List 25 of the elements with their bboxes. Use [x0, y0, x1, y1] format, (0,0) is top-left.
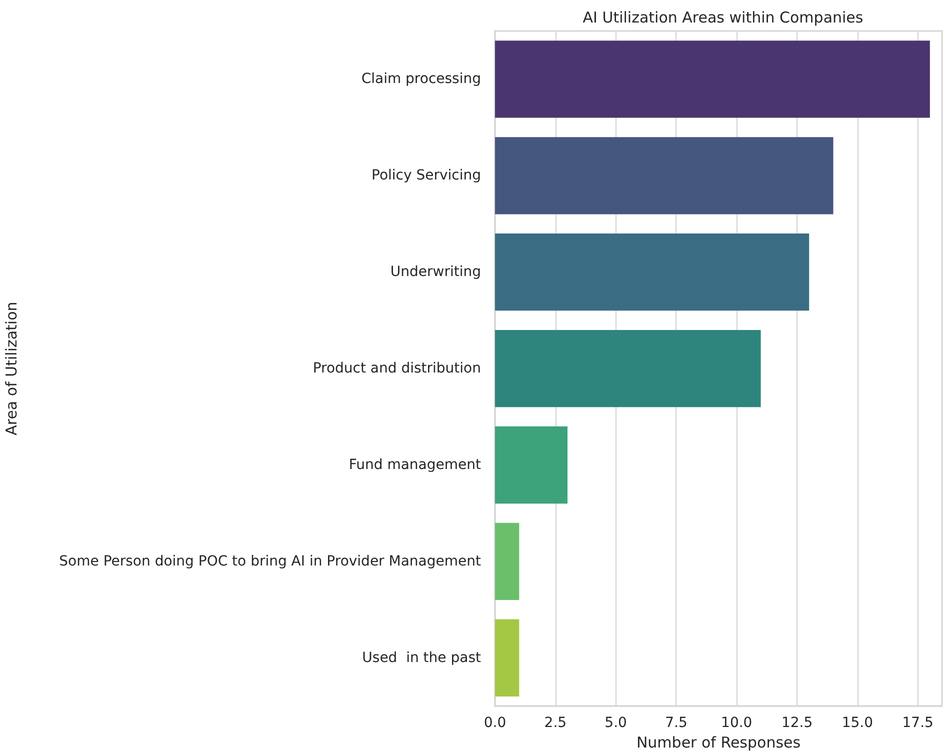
y-tick-label: Used in the past	[362, 650, 482, 666]
x-tick-label: 17.5	[902, 715, 934, 732]
y-axis-title: Area of Utilization	[2, 302, 20, 436]
bar	[495, 234, 810, 311]
y-tick-label: Some Person doing POC to bring AI in Provider Management	[59, 553, 482, 570]
x-tick-label: 2.5	[544, 715, 567, 732]
y-tick-label: Fund management	[348, 456, 482, 473]
bar	[495, 426, 568, 504]
chart-title: AI Utilization Areas within Companies	[582, 8, 864, 26]
bar	[495, 619, 520, 696]
bar	[495, 522, 520, 600]
bar	[495, 330, 761, 408]
x-tick-label: 15.0	[842, 715, 874, 732]
x-axis-title: Number of Responses	[636, 734, 801, 752]
y-tick-label: Policy Servicing	[372, 168, 481, 184]
x-tick-label: 0.0	[484, 715, 506, 732]
y-tick-label: Claim processing	[361, 71, 481, 88]
x-tick-label: 10.0	[721, 715, 752, 732]
x-tick-label: 7.5	[665, 715, 688, 732]
bar	[495, 137, 834, 214]
x-tick-label: 5.0	[604, 715, 627, 732]
y-tick-label: Underwriting	[390, 264, 481, 280]
bar	[495, 40, 930, 118]
x-tick-label: 12.5	[781, 715, 813, 732]
y-tick-label: Product and distribution	[312, 360, 481, 377]
